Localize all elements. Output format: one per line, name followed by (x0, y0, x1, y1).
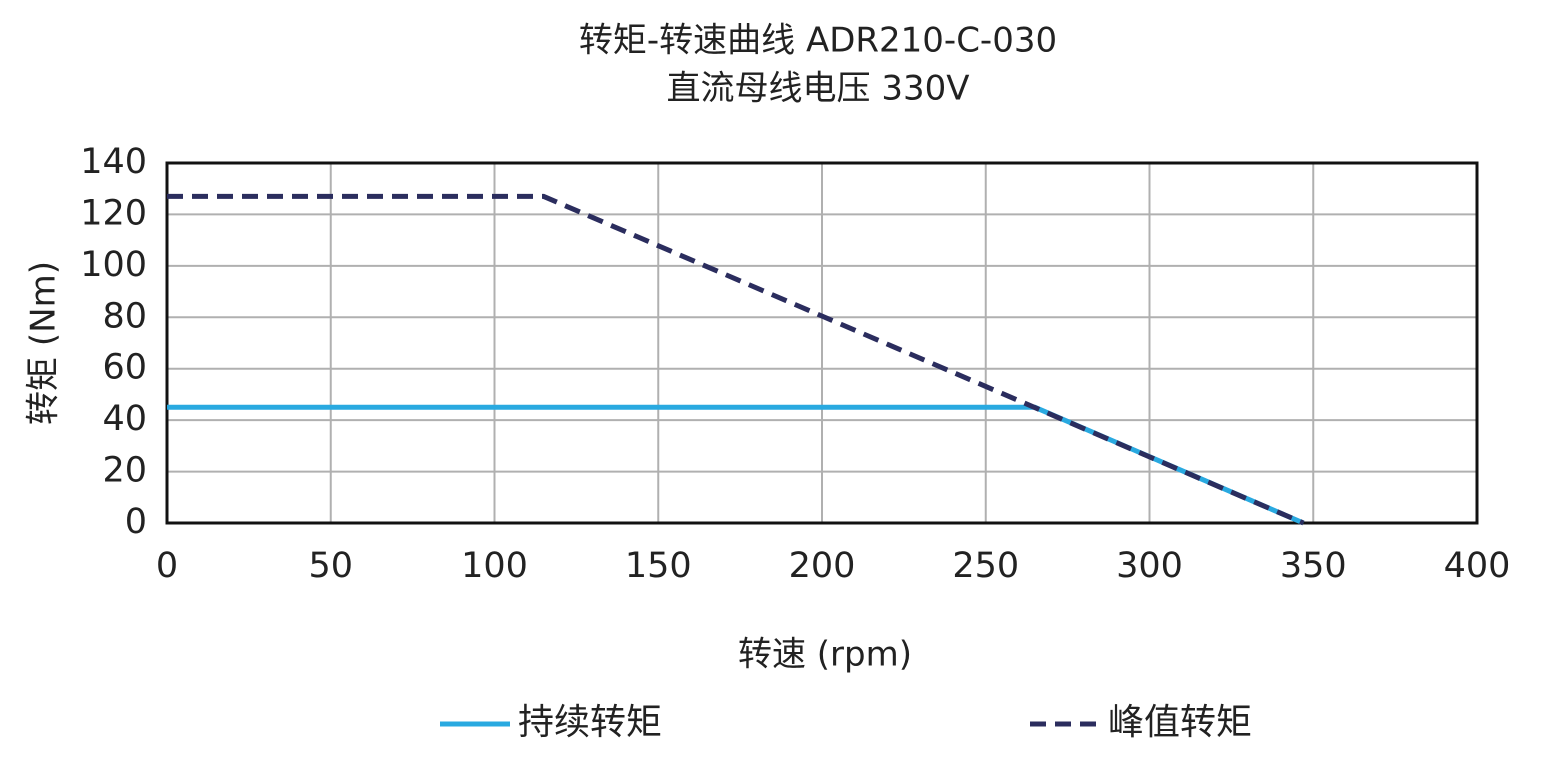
series-line (167, 193, 1305, 526)
x-tick-label: 0 (156, 546, 178, 586)
x-tick-label: 300 (1116, 546, 1183, 586)
y-tick-label: 20 (102, 451, 147, 491)
series-line (167, 404, 1305, 526)
chart-subtitle: 直流母线电压 330V (667, 69, 970, 109)
chart-title: 转矩-转速曲线 ADR210-C-030 (579, 21, 1057, 61)
plot-border (165, 161, 1479, 525)
x-tick-label: 400 (1444, 546, 1511, 586)
x-tick-label: 250 (952, 546, 1019, 586)
legend-label: 持续转矩 (518, 702, 662, 743)
x-tick-label: 350 (1280, 546, 1347, 586)
y-tick-label: 80 (102, 296, 147, 336)
legend-label: 峰值转矩 (1108, 702, 1252, 743)
y-tick-label: 40 (102, 399, 147, 439)
y-tick-label: 140 (80, 142, 147, 182)
x-axis-label: 转速 (rpm) (738, 635, 912, 675)
x-tick-label: 150 (625, 546, 692, 586)
y-tick-label: 60 (102, 348, 147, 388)
y-tick-label: 120 (80, 193, 147, 233)
x-tick-label: 100 (461, 546, 528, 586)
y-tick-label: 0 (125, 502, 147, 542)
x-tick-label: 200 (789, 546, 856, 586)
y-axis-label: 转矩 (Nm) (24, 261, 64, 425)
x-tick-label: 50 (308, 546, 353, 586)
y-tick-label: 100 (80, 245, 147, 285)
